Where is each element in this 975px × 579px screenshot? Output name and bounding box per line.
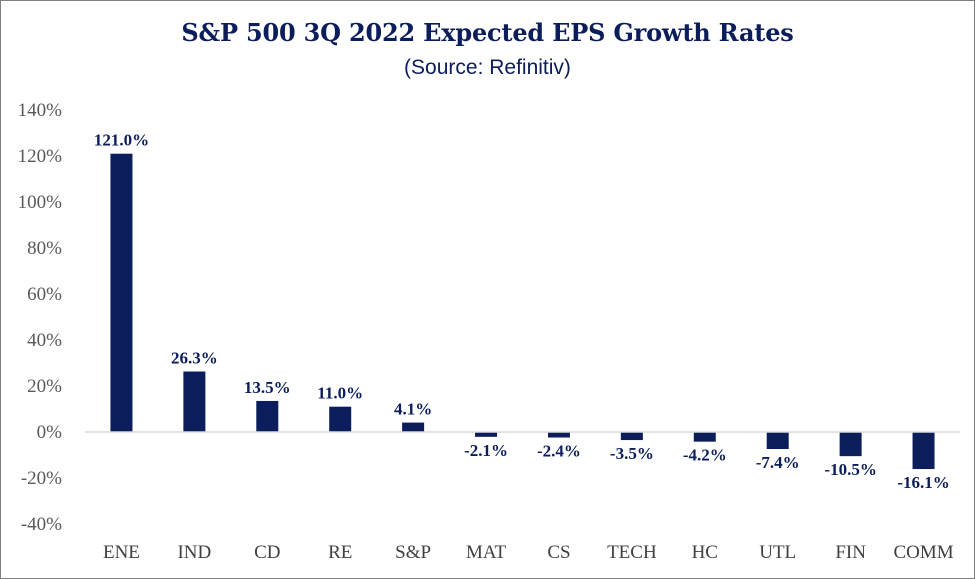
bar-mat <box>475 432 498 437</box>
bar-ind <box>183 371 206 432</box>
y-tick-label: 60% <box>27 284 62 305</box>
data-label: 11.0% <box>317 384 363 403</box>
category-label: S&P <box>395 542 431 563</box>
bar-cd <box>256 400 279 432</box>
data-label: 121.0% <box>94 131 149 150</box>
bar-re <box>329 406 352 432</box>
category-label: FIN <box>835 542 866 563</box>
chart-subtitle: (Source: Refinitiv) <box>404 56 571 79</box>
category-label: MAT <box>466 542 507 563</box>
category-label: IND <box>177 542 211 563</box>
bar-comm <box>912 432 935 470</box>
bar-fin <box>839 432 862 457</box>
category-label: UTL <box>759 542 796 563</box>
bar-tech <box>620 432 643 441</box>
category-label: CD <box>254 542 280 563</box>
bar-sp <box>402 422 425 432</box>
y-tick-label: -20% <box>21 468 62 489</box>
category-label: CS <box>547 542 570 563</box>
data-label: 4.1% <box>394 400 432 419</box>
y-tick-label: 140% <box>18 100 63 121</box>
data-label: -4.2% <box>683 446 727 465</box>
bar-ene <box>110 153 133 432</box>
y-tick-label: 0% <box>37 422 63 443</box>
category-label: HC <box>692 542 718 563</box>
bar-hc <box>693 432 716 442</box>
y-tick-label: 120% <box>18 146 63 167</box>
category-label: COMM <box>893 542 953 563</box>
data-labels: 121.0% 26.3% 13.5% 11.0% 4.1% -2.1% -2.4% -3.5%… <box>94 131 950 492</box>
category-label: TECH <box>607 542 657 563</box>
data-label: -16.1% <box>897 473 949 492</box>
category-label: RE <box>328 542 352 563</box>
category-label: ENE <box>103 542 140 563</box>
y-tick-label: 80% <box>27 238 62 259</box>
data-label: 13.5% <box>244 378 291 397</box>
data-label: -7.4% <box>756 453 800 472</box>
y-axis: 140% 120% 100% 80% 60% 40% 20% 0% -20% -40% <box>18 100 63 535</box>
bar-cs <box>547 432 570 438</box>
data-label: 26.3% <box>171 349 218 368</box>
x-axis: ENE IND CD RE S&P MAT CS TECH HC UTL FIN COMM <box>103 542 954 563</box>
data-label: -2.1% <box>464 441 508 460</box>
data-label: -2.4% <box>537 442 581 461</box>
bar-utl <box>766 432 789 450</box>
data-label: -3.5% <box>610 444 654 463</box>
chart-title: S&P 500 3Q 2022 Expected EPS Growth Rate… <box>181 18 794 47</box>
bars <box>110 153 935 470</box>
y-tick-label: -40% <box>21 514 62 535</box>
y-tick-label: 40% <box>27 330 62 351</box>
y-tick-label: 20% <box>27 376 62 397</box>
data-label: -10.5% <box>824 460 876 479</box>
y-tick-label: 100% <box>18 192 63 213</box>
